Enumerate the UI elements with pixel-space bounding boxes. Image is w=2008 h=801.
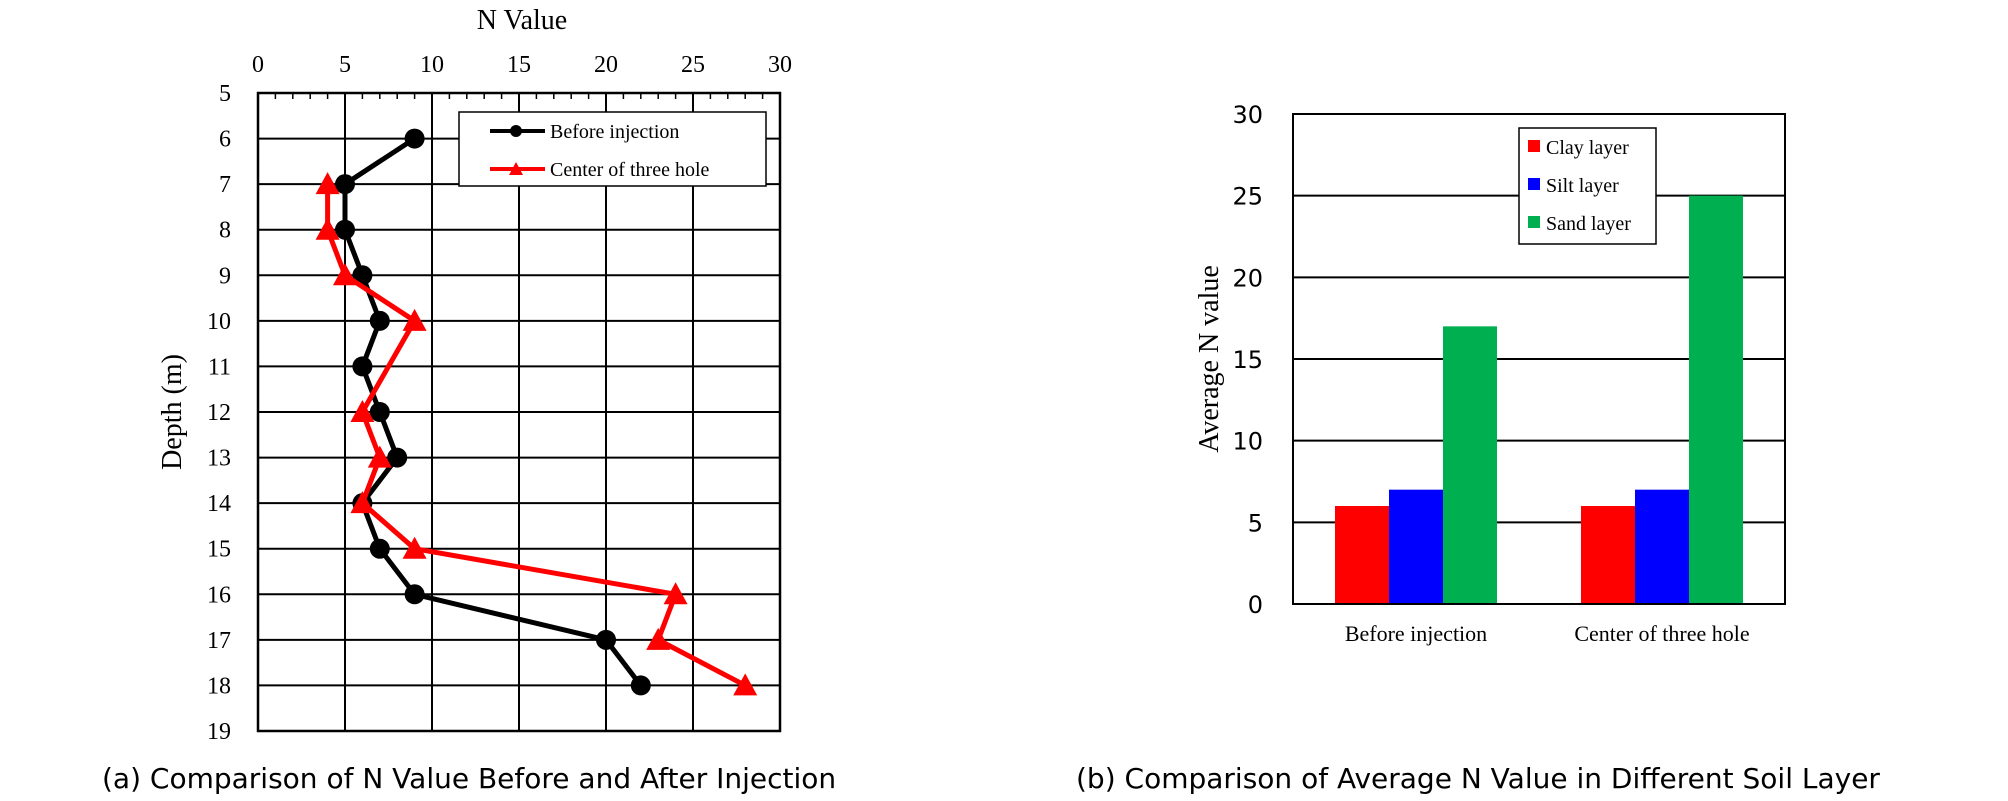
bar-silt-layer [1635, 489, 1689, 604]
legend: Before injection Center of three hole [458, 111, 767, 187]
legend-item: Center of three hole [490, 159, 709, 181]
legend-marker-circle [510, 125, 522, 137]
x-tick-label: 30 [768, 52, 792, 78]
legend-label: Silt layer [1546, 175, 1619, 197]
legend-item: Sand layer [1528, 213, 1631, 235]
y-tick-label: 15 [207, 537, 231, 563]
y-tick-label: 5 [1248, 509, 1263, 537]
y-tick-label: 0 [1248, 591, 1263, 619]
legend-label: Clay layer [1546, 137, 1629, 159]
caption-b: (b) Comparison of Average N Value in Dif… [1076, 762, 1880, 795]
y-tick-label: 17 [207, 628, 231, 654]
data-point-triangle [315, 217, 340, 240]
y-axis-title: Depth (m) [157, 354, 188, 470]
x-category-label: Before injection [1345, 621, 1487, 646]
y-tick-label: 16 [207, 582, 231, 608]
y-tick-label: 20 [1232, 264, 1263, 292]
series-before-injection [335, 128, 651, 696]
data-point-circle [352, 265, 373, 286]
y-tick-label: 6 [219, 127, 231, 153]
y-tick-label: 30 [1232, 101, 1263, 129]
y-tick-label: 12 [207, 400, 231, 426]
series-center-of-three-hole [315, 172, 758, 696]
y-tick-label: 18 [207, 673, 231, 699]
data-point-circle [404, 584, 425, 605]
y-tick-label: 13 [207, 446, 231, 472]
data-point-circle [387, 447, 408, 468]
x-tick-label: 5 [339, 52, 351, 78]
y-tick-label: 14 [207, 491, 231, 517]
y-tick-label: 10 [1232, 428, 1263, 456]
data-point-circle [352, 356, 373, 377]
y-tick-label: 25 [1232, 183, 1263, 211]
data-point-triangle [350, 491, 375, 514]
legend-swatch [1528, 216, 1540, 228]
data-point-circle [630, 675, 651, 696]
data-point-triangle [333, 263, 357, 286]
data-point-circle [369, 538, 390, 559]
legend-item: Clay layer [1528, 137, 1629, 159]
bar-sand-layer [1689, 195, 1743, 604]
y-tick-label: 5 [219, 81, 231, 107]
data-point-circle [596, 629, 616, 650]
legend-box [1518, 127, 1657, 245]
data-point-triangle [402, 536, 427, 559]
bar-silt-layer [1389, 489, 1443, 604]
data-point-circle [404, 128, 425, 149]
data-point-triangle [350, 400, 375, 422]
data-point-circle [369, 310, 390, 331]
y-axis-title: Average N value [1194, 265, 1225, 453]
y-tick-label: 7 [219, 172, 231, 198]
data-point-circle [369, 402, 390, 422]
y-tick-label: 9 [219, 263, 231, 289]
y-tick-label: 10 [207, 309, 231, 335]
legend-item: Silt layer [1528, 175, 1619, 197]
y-tick-label: 11 [208, 354, 231, 380]
bar-sand-layer [1443, 326, 1497, 604]
y-tick-label: 15 [1232, 346, 1263, 374]
legend-label: Center of three hole [550, 159, 709, 181]
x-tick-label: 20 [594, 52, 618, 78]
x-tick-label: 25 [681, 52, 705, 78]
x-tick-label: 10 [420, 52, 444, 78]
legend-label: Sand layer [1546, 213, 1631, 235]
data-point-triangle [663, 582, 688, 605]
x-tick-label: 0 [252, 52, 264, 78]
legend-swatch [1528, 140, 1540, 152]
bar-clay-layer [1335, 506, 1389, 604]
data-point-circle [335, 219, 355, 240]
legend-label: Before injection [550, 121, 679, 143]
x-category-label: Center of three hole [1574, 621, 1749, 646]
data-point-triangle [367, 445, 392, 468]
legend-swatch [1528, 178, 1540, 190]
data-point-triangle [733, 673, 758, 696]
legend-marker-triangle [509, 162, 523, 175]
chart-b-average-n-value: Before injection Center of three hole 0 5 10… [1194, 101, 1786, 646]
data-point-circle [335, 174, 355, 195]
x-axis-title: N Value [477, 5, 567, 36]
x-tick-label: 15 [507, 52, 531, 78]
data-point-triangle [315, 172, 340, 195]
data-point-triangle [646, 627, 671, 650]
y-tick-label: 8 [219, 218, 231, 244]
plot-frame [1292, 113, 1786, 605]
y-tick-label: 19 [207, 719, 231, 745]
bar-clay-layer [1581, 506, 1635, 604]
legend-item: Before injection [490, 121, 679, 143]
caption-a: (a) Comparison of N Value Before and Aft… [102, 762, 837, 795]
legend: Clay layer Silt layer Sand layer [1518, 127, 1657, 245]
data-point-triangle [402, 308, 427, 331]
